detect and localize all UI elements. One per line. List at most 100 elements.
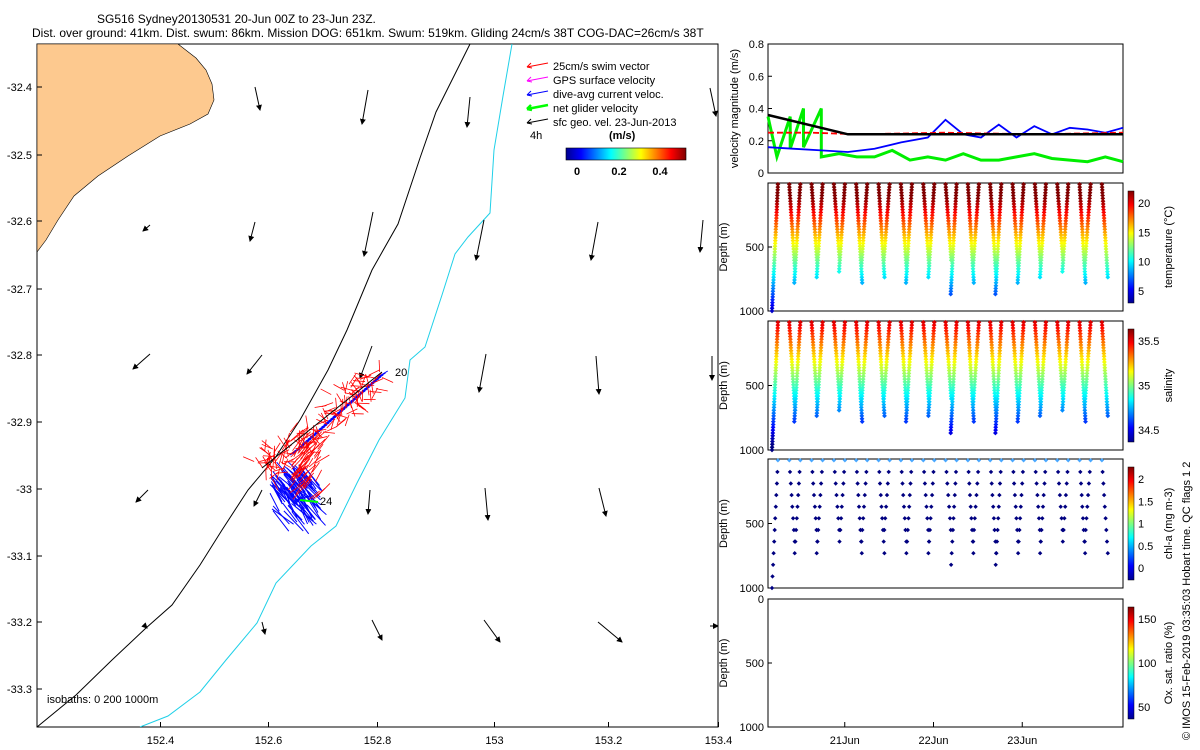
data-point <box>1065 184 1071 190</box>
data-point <box>789 226 795 232</box>
data-point <box>858 405 864 410</box>
data-point <box>837 255 843 260</box>
data-point <box>1082 416 1088 422</box>
data-point <box>968 226 973 232</box>
data-point <box>842 319 848 325</box>
data-point <box>948 291 954 297</box>
data-point <box>968 362 973 368</box>
data-point <box>1015 551 1021 556</box>
data-point <box>995 243 1001 249</box>
data-point <box>946 221 951 227</box>
data-point <box>840 345 846 351</box>
swim-vector <box>282 458 294 465</box>
data-point <box>971 280 977 286</box>
data-point <box>969 241 974 246</box>
data-point <box>1060 257 1066 263</box>
data-point <box>1055 469 1061 475</box>
current-vector <box>294 474 307 499</box>
data-point <box>1085 353 1091 359</box>
data-point <box>838 388 843 393</box>
data-point <box>1060 407 1065 413</box>
data-point <box>972 371 978 376</box>
swim-vector <box>264 439 267 452</box>
y-tick-label: -32.4 <box>7 82 32 94</box>
data-point <box>1065 328 1071 334</box>
data-point <box>1017 376 1023 382</box>
data-point <box>1064 339 1070 345</box>
data-point <box>948 422 954 427</box>
data-point <box>1014 241 1019 246</box>
data-point <box>859 407 864 413</box>
current-vector <box>318 422 330 430</box>
data-point <box>950 539 955 544</box>
data-point <box>987 181 993 187</box>
data-point <box>860 238 866 243</box>
legend-label: dive-avg current veloc. <box>553 89 664 101</box>
data-point <box>790 229 795 235</box>
data-point <box>790 241 796 246</box>
data-point <box>1064 196 1070 201</box>
data-point <box>787 322 792 328</box>
data-point <box>817 362 823 368</box>
data-point <box>1064 342 1070 348</box>
data-point <box>859 390 865 396</box>
data-point <box>769 447 775 453</box>
data-point <box>817 356 823 362</box>
data-point <box>1017 249 1022 255</box>
swim-vector <box>313 450 321 466</box>
data-point <box>834 218 840 224</box>
data-point <box>835 373 841 379</box>
data-point <box>899 190 904 196</box>
data-point <box>1100 196 1106 201</box>
data-point <box>1065 325 1071 331</box>
data-point <box>950 390 956 396</box>
data-point <box>947 371 952 376</box>
data-point <box>1065 193 1070 198</box>
data-point <box>1061 390 1066 396</box>
swim-vector <box>339 400 352 405</box>
colorbar-label: temperature (°C) <box>1163 206 1175 288</box>
data-point <box>811 218 817 224</box>
data-point <box>1061 379 1067 385</box>
net-velocity-arrow <box>299 499 319 503</box>
data-point <box>993 416 999 422</box>
swim-vector <box>316 419 329 425</box>
data-point <box>797 331 802 336</box>
data-point <box>790 371 795 376</box>
current-vector <box>325 416 337 424</box>
data-point <box>997 345 1003 351</box>
data-point <box>859 396 865 402</box>
data-point <box>930 207 935 212</box>
data-point <box>943 181 948 187</box>
data-point <box>771 277 776 283</box>
data-point <box>1019 351 1025 356</box>
data-point <box>1037 274 1043 280</box>
data-point <box>990 362 996 368</box>
data-point <box>1102 229 1108 235</box>
data-point <box>1020 334 1026 339</box>
data-point <box>951 241 956 246</box>
data-point <box>1034 353 1040 359</box>
data-point <box>789 359 795 365</box>
data-point <box>995 379 1001 385</box>
data-point <box>1041 212 1047 218</box>
data-point <box>1078 201 1084 207</box>
current-vector <box>301 508 314 526</box>
data-point <box>1042 204 1047 210</box>
swim-vector <box>292 440 301 451</box>
geo-velocity-arrow <box>135 489 149 503</box>
data-point <box>788 204 794 210</box>
data-point <box>954 322 959 328</box>
data-point <box>787 187 792 193</box>
data-point <box>864 181 870 187</box>
data-point <box>976 181 982 187</box>
data-point <box>1039 388 1044 393</box>
data-point <box>861 224 867 229</box>
data-point <box>976 325 981 331</box>
data-point <box>881 402 887 407</box>
data-point <box>1019 218 1024 224</box>
data-point <box>772 396 777 402</box>
data-point <box>790 376 796 382</box>
data-point <box>1034 207 1040 212</box>
data-point <box>943 322 949 328</box>
